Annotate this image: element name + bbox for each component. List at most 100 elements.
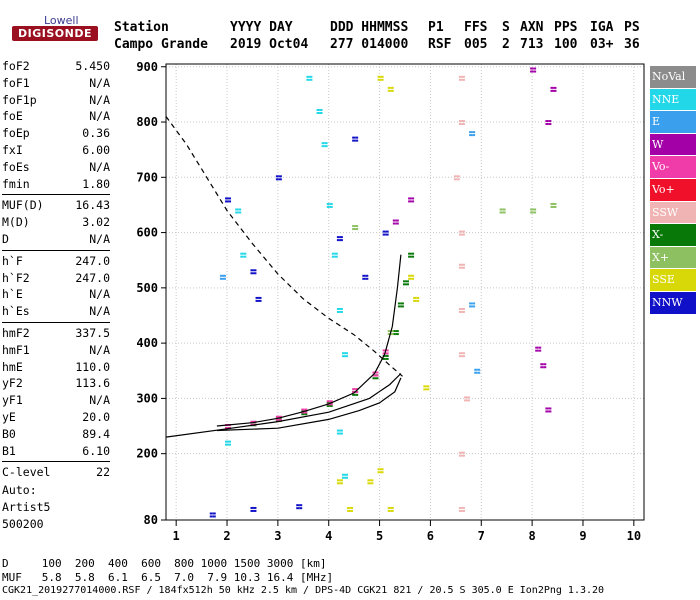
param-value: 89.4 <box>82 426 110 441</box>
echo-point-sse <box>390 89 394 92</box>
echo-point-ssw <box>458 506 462 509</box>
echo-point-nne <box>324 142 328 145</box>
param-row: MUF(D) 16.43 <box>2 197 110 214</box>
auto-code: 500200 <box>2 517 44 531</box>
echo-point-w <box>548 120 552 123</box>
hdr-label-iga: IGA <box>590 20 614 35</box>
echo-point-vo <box>352 391 356 394</box>
echo-point-nne <box>238 211 242 214</box>
echo-point-nnw <box>362 277 366 280</box>
echo-point-sse <box>387 89 391 92</box>
echo-point-ssw <box>456 175 460 178</box>
echo-point-sse <box>387 506 391 509</box>
param-name: B1 <box>2 443 16 458</box>
param-separator <box>2 194 110 196</box>
echo-point-w <box>545 407 549 410</box>
echo-point-nnw <box>250 509 254 512</box>
legend-item-sse: SSE <box>650 269 696 292</box>
echo-point-vo <box>304 408 308 411</box>
param-value: N/A <box>89 92 110 107</box>
legend-item-x: X+ <box>650 246 696 270</box>
param-name: yF1 <box>2 393 23 408</box>
hdr-value-year: 2019 Oct04 <box>230 37 309 52</box>
echo-point-nne <box>334 252 338 255</box>
echo-point-e <box>472 305 476 308</box>
echo-point-sse <box>387 509 391 512</box>
echo-point-sse <box>390 509 394 512</box>
hdr-value-ffs: 005 <box>464 37 488 52</box>
echo-point-x <box>553 202 557 205</box>
param-row: foF1p N/A <box>2 92 110 109</box>
echo-point-ssw <box>461 266 465 269</box>
echo-point-nnw <box>255 296 259 299</box>
echo-point-e <box>474 371 478 374</box>
echo-point-sse <box>347 509 351 512</box>
echo-point-nne <box>321 142 325 145</box>
echo-point-x <box>329 404 333 407</box>
echo-point-nnw <box>275 175 279 178</box>
param-row: hmF2 337.5 <box>2 325 110 342</box>
echo-point-nnw <box>355 139 359 142</box>
echo-point-vo <box>250 420 254 423</box>
param-name: foEs <box>2 159 30 174</box>
echo-point-vo <box>355 388 359 391</box>
echo-point-nnw <box>278 178 282 181</box>
echo-point-w <box>550 86 554 89</box>
echo-point-sse <box>426 388 430 391</box>
y-tick-label: 300 <box>136 391 158 405</box>
echo-point-w <box>408 200 412 203</box>
param-row: hmE 110.0 <box>2 359 110 376</box>
param-value: N/A <box>89 342 110 357</box>
param-name: B0 <box>2 426 16 441</box>
echo-point-nne <box>316 111 320 114</box>
x-tick-label: 9 <box>579 529 586 543</box>
echo-point-x <box>550 205 554 208</box>
param-row: D N/A <box>2 231 110 248</box>
echo-point-nnw <box>382 233 386 236</box>
echo-point-vo <box>329 400 333 403</box>
echo-point-nne <box>319 111 323 114</box>
echo-point-ssw <box>458 310 462 313</box>
legend-item-w: W <box>650 133 696 157</box>
echo-point-e <box>472 131 476 134</box>
echo-point-w <box>411 200 415 203</box>
echo-point-nne <box>306 78 310 81</box>
echo-point-ssw <box>458 78 462 81</box>
hdr-value-pps: 100 <box>554 37 578 52</box>
legend-item-nne: NNE <box>650 88 696 112</box>
echo-point-nnw <box>352 136 356 139</box>
echo-point-sse <box>339 479 343 482</box>
echo-point-vo <box>329 403 333 406</box>
echo-point-vo <box>278 418 282 421</box>
echo-point-w <box>553 86 557 89</box>
polarization-legend: NoVal NNE E W Vo- Vo+ SSW X- X+ SSE NNW <box>650 66 696 315</box>
echo-point-nne <box>339 310 343 313</box>
echo-point-sse <box>423 388 427 391</box>
echo-point-x <box>385 357 389 360</box>
echo-point-x <box>395 330 399 333</box>
hdr-label-s: S <box>502 20 510 35</box>
hdr-label-pps: PPS <box>554 20 578 35</box>
echo-point-nnw <box>352 139 356 142</box>
param-row: M(D) 3.02 <box>2 214 110 231</box>
echo-point-e <box>472 302 476 305</box>
echo-point-sse <box>408 277 412 280</box>
param-row: fmin 1.80 <box>2 176 110 193</box>
echo-point-nne <box>309 78 313 81</box>
echo-point-ssw <box>458 509 462 512</box>
echo-point-nnw <box>225 197 229 200</box>
echo-point-nne <box>324 145 328 148</box>
echo-point-x <box>397 305 401 308</box>
param-value: N/A <box>89 231 110 246</box>
echo-point-x <box>352 228 356 231</box>
param-row: yF1 N/A <box>2 392 110 409</box>
param-value: N/A <box>89 304 110 319</box>
echo-point-nne <box>341 352 345 355</box>
echo-point-ssw <box>461 120 465 123</box>
echo-point-nnw <box>250 506 254 509</box>
y-tick-label: 500 <box>136 281 158 295</box>
echo-point-ssw <box>461 123 465 126</box>
param-name: h`Es <box>2 304 30 319</box>
echo-point-w <box>543 363 547 366</box>
echo-point-ssw <box>461 307 465 310</box>
